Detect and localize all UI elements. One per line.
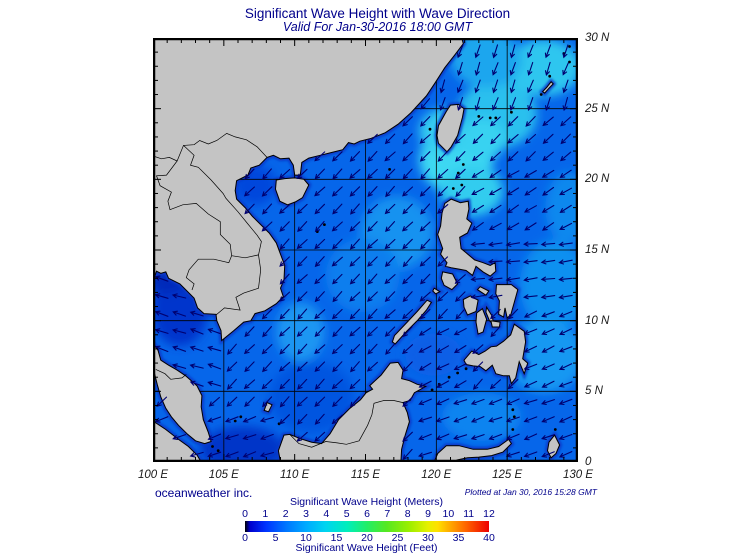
branding-text: oceanweather inc.: [155, 486, 253, 500]
colorbar-feet-value: 5: [272, 532, 279, 544]
lon-tick-label: 120 E: [421, 469, 452, 481]
colorbar-meters-value: 0: [242, 508, 248, 520]
lon-tick-label: 130 E: [562, 469, 594, 481]
lon-tick-label: 125 E: [492, 469, 523, 481]
colorbar-meters-value: 7: [384, 508, 391, 520]
map-area: [152, 37, 579, 463]
lat-tick-label: 25 N: [585, 102, 610, 115]
colorbar-meters-value: 2: [282, 508, 289, 520]
lat-tick-label: 20 N: [585, 173, 610, 186]
valid-time-subtitle: Valid For Jan-30-2016 18:00 GMT: [282, 20, 473, 34]
colorbar-title-meters: Significant Wave Height (Meters): [289, 496, 444, 508]
colorbar-gradient: [245, 521, 489, 532]
colorbar-feet-value: 25: [391, 532, 404, 544]
lon-tick-label: 105 E: [208, 469, 239, 481]
colorbar-meters-value: 8: [404, 508, 411, 520]
colorbar-meters-value: 10: [442, 508, 455, 520]
lat-tick-label: 10 N: [585, 314, 610, 327]
map-canvas: [152, 37, 579, 463]
colorbar-feet-value: 0: [242, 532, 248, 544]
lon-tick-label: 115 E: [350, 469, 381, 481]
colorbar-meters-value: 1: [262, 508, 269, 520]
colorbar-title-feet: Significant Wave Height (Feet): [295, 542, 438, 554]
colorbar-meters-value: 11: [463, 508, 475, 520]
lat-tick-label: 5 N: [585, 385, 603, 398]
colorbar-meters-value: 9: [425, 508, 431, 520]
colorbar-feet-value: 20: [361, 532, 373, 544]
colorbar-feet-value: 35: [452, 532, 465, 544]
colorbar-meters-value: 4: [323, 508, 330, 520]
colorbar-meters-value: 6: [364, 508, 370, 520]
lat-tick-label: 15 N: [585, 244, 610, 256]
lat-tick-label: 0: [585, 456, 592, 468]
lon-tick-label: 100 E: [137, 469, 169, 481]
plotted-timestamp: Plotted at Jan 30, 2016 15:28 GMT: [464, 487, 597, 497]
colorbar-feet-value: 30: [422, 532, 434, 544]
colorbar-feet-value: 10: [300, 532, 312, 544]
lon-tick-label: 110 E: [280, 469, 310, 481]
colorbar-feet-value: 40: [483, 532, 495, 544]
lat-tick-label: 30 N: [585, 32, 610, 44]
colorbar-meters-value: 12: [483, 508, 495, 520]
colorbar-meters-value: 3: [303, 508, 309, 520]
colorbar-meters-value: 5: [343, 508, 350, 520]
page-title: Significant Wave Height with Wave Direct…: [244, 6, 511, 21]
colorbar-feet-value: 15: [330, 532, 343, 544]
